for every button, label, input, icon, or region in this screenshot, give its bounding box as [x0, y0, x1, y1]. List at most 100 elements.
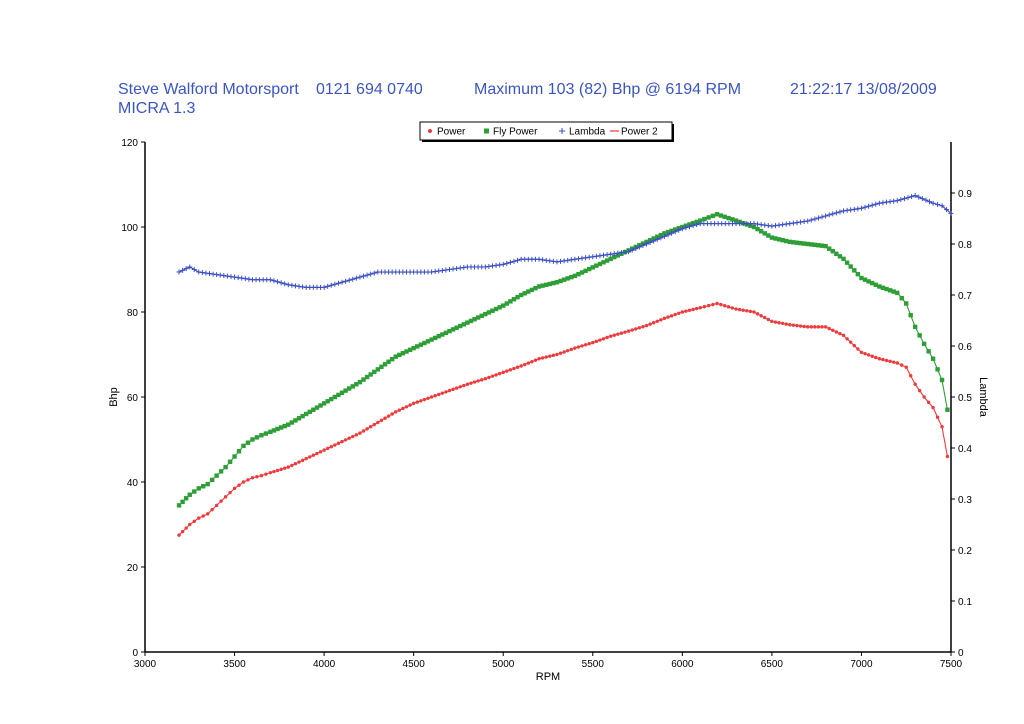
- point-fly-power: [271, 428, 277, 433]
- point-power: [838, 331, 842, 336]
- point-power: [737, 307, 742, 312]
- y2-tick-label: 0.2: [958, 546, 972, 557]
- point-power: [237, 483, 241, 487]
- point-lambda: [751, 221, 757, 227]
- point-fly-power: [939, 377, 945, 383]
- point-lambda: [798, 219, 804, 225]
- point-fly-power: [454, 325, 459, 330]
- x-tick-label: 7000: [850, 659, 873, 670]
- point-lambda: [439, 268, 445, 274]
- point-lambda: [772, 223, 778, 229]
- point-fly-power: [921, 341, 927, 347]
- point-power: [734, 307, 738, 311]
- point-power: [940, 425, 944, 429]
- point-lambda: [579, 255, 585, 261]
- point-power: [408, 403, 412, 407]
- point-power: [300, 458, 305, 463]
- point-fly-power: [357, 379, 363, 385]
- point-fly-power: [844, 260, 850, 265]
- point-lambda: [597, 253, 603, 259]
- point-fly-power: [508, 299, 513, 304]
- point-fly-power: [536, 284, 542, 289]
- point-lambda: [837, 209, 843, 215]
- point-power: [809, 325, 813, 329]
- point-fly-power: [862, 277, 868, 282]
- y2-tick-label: 0: [958, 648, 964, 659]
- point-fly-power: [422, 340, 427, 346]
- point-power: [540, 356, 545, 360]
- point-lambda: [672, 229, 678, 235]
- point-power: [354, 433, 359, 437]
- point-power: [558, 351, 563, 355]
- point-fly-power: [694, 219, 699, 225]
- point-fly-power: [551, 280, 556, 286]
- point-power: [383, 416, 387, 420]
- point-power: [188, 522, 192, 527]
- point-power: [788, 323, 792, 327]
- point-fly-power: [490, 308, 495, 313]
- point-fly-power: [475, 315, 481, 320]
- point-power: [264, 472, 268, 476]
- point-lambda: [191, 267, 197, 272]
- point-power: [895, 361, 899, 365]
- y2-tick-label: 0.9: [958, 189, 972, 200]
- point-power: [365, 427, 369, 431]
- point-fly-power: [336, 392, 341, 398]
- point-fly-power: [354, 382, 359, 387]
- point-power: [241, 480, 246, 484]
- point-lambda: [651, 238, 657, 244]
- point-lambda: [755, 221, 761, 227]
- point-fly-power: [443, 330, 449, 336]
- point-lambda: [206, 271, 212, 277]
- point-lambda: [547, 258, 553, 264]
- point-fly-power: [275, 426, 280, 432]
- point-power: [759, 314, 763, 318]
- point-lambda: [228, 274, 234, 280]
- point-power: [680, 310, 685, 314]
- point-lambda: [593, 253, 599, 259]
- point-power: [512, 366, 516, 371]
- point-lambda: [876, 200, 882, 206]
- point-power: [763, 315, 767, 320]
- y-axis-label: Bhp: [108, 387, 120, 407]
- point-power: [544, 355, 548, 359]
- point-lambda: [787, 221, 793, 227]
- point-lambda: [783, 221, 789, 227]
- point-power: [719, 302, 723, 307]
- point-fly-power: [282, 423, 287, 429]
- point-power: [372, 422, 376, 427]
- point-fly-power: [407, 347, 413, 353]
- point-power: [210, 507, 214, 512]
- point-power: [623, 330, 627, 334]
- point-power: [612, 333, 616, 337]
- point-power: [711, 302, 715, 307]
- point-lambda: [765, 223, 771, 229]
- point-fly-power: [375, 367, 381, 372]
- point-fly-power: [236, 448, 242, 454]
- point-lambda: [285, 282, 291, 288]
- point-fly-power: [784, 238, 789, 244]
- point-fly-power: [415, 344, 420, 349]
- point-power: [662, 316, 667, 321]
- point-power: [494, 373, 498, 377]
- point-lambda: [665, 232, 671, 238]
- point-fly-power: [935, 367, 940, 372]
- y2-tick-label: 0.6: [958, 342, 972, 353]
- point-power: [259, 473, 264, 478]
- point-power: [608, 334, 613, 338]
- point-power: [694, 306, 699, 311]
- header-datetime: 21:22:17 13/08/2009: [790, 81, 937, 98]
- y-tick-label: 100: [121, 223, 138, 234]
- point-fly-power: [504, 301, 510, 306]
- point-fly-power: [447, 328, 452, 334]
- point-fly-power: [429, 337, 434, 342]
- point-lambda: [848, 207, 854, 213]
- point-fly-power: [411, 345, 416, 351]
- point-power: [931, 405, 935, 410]
- point-fly-power: [472, 317, 477, 322]
- point-fly-power: [227, 459, 233, 465]
- point-lambda: [679, 226, 685, 232]
- point-power: [726, 305, 731, 309]
- point-lambda: [912, 193, 918, 199]
- point-power: [766, 317, 771, 322]
